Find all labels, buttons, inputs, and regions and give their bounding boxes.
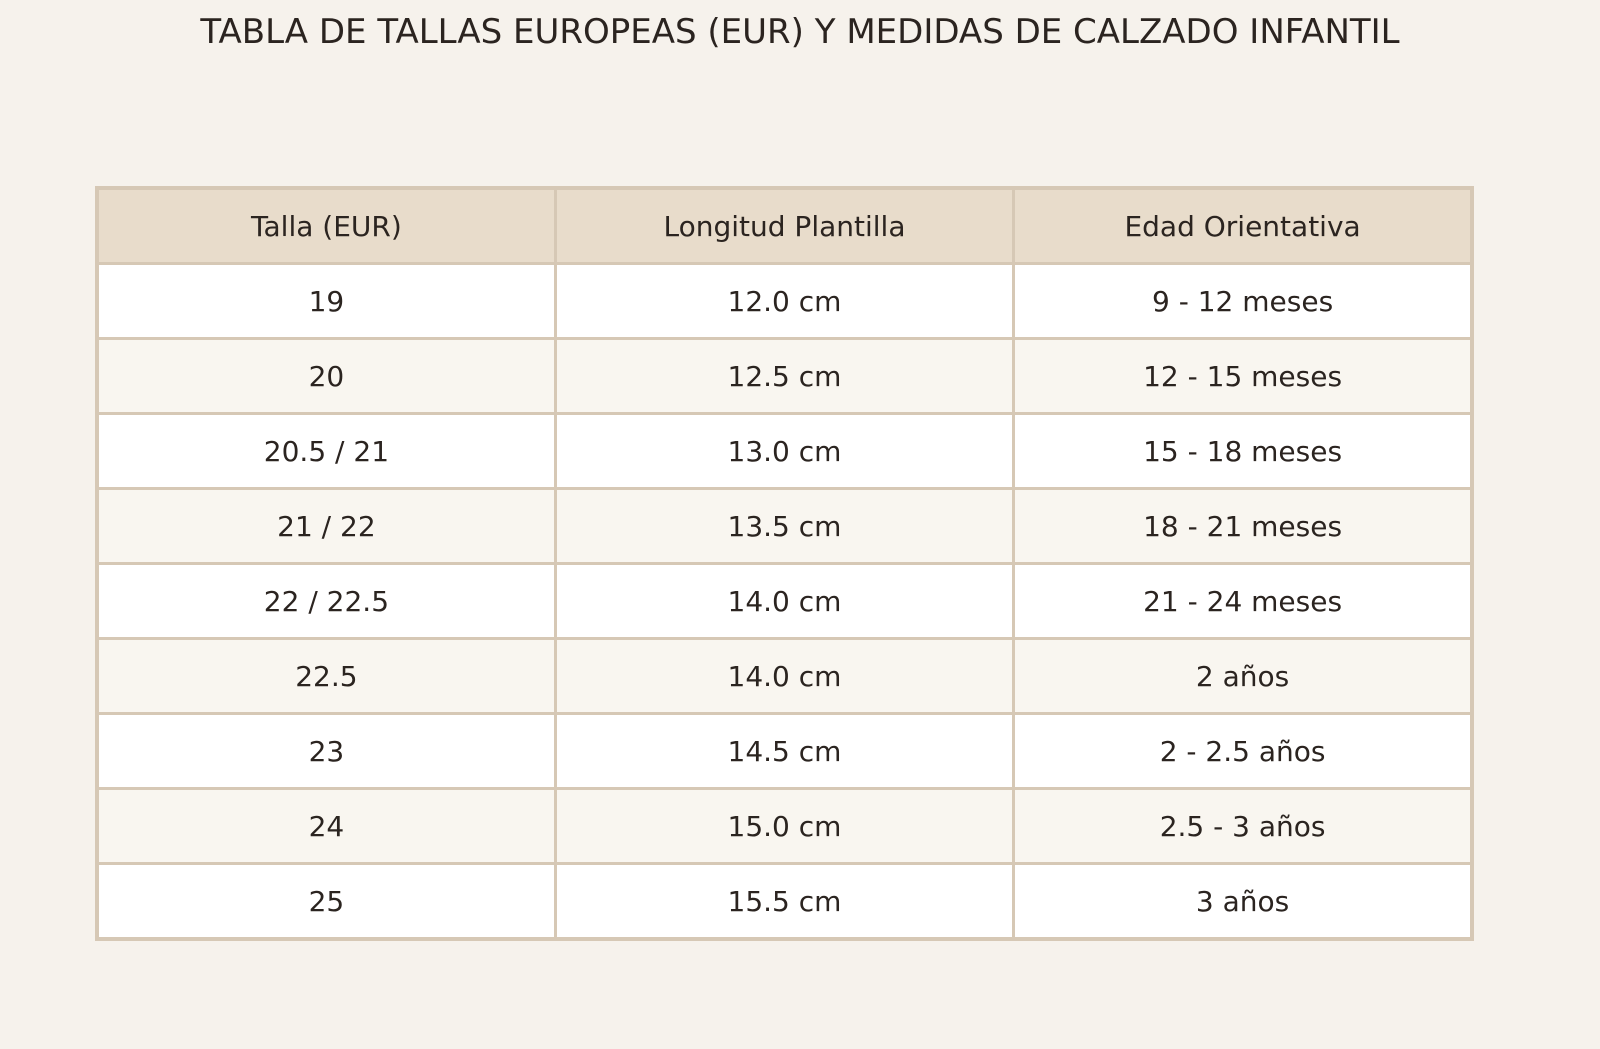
table-cell: 12 - 15 meses: [1012, 337, 1474, 415]
table-row: 19 12.0 cm 9 - 12 meses: [95, 262, 1474, 340]
table-body: 19 12.0 cm 9 - 12 meses 20 12.5 cm 12 - 15 me…: [95, 262, 1474, 941]
table-row: 22 / 22.5 14.0 cm 21 - 24 meses: [95, 562, 1474, 640]
table-cell: 12.5 cm: [553, 337, 1016, 415]
table-cell: 3 años: [1012, 862, 1474, 941]
header-cell: Talla (EUR): [95, 186, 557, 265]
table-cell: 19: [95, 262, 557, 340]
table-cell: 14.0 cm: [553, 637, 1016, 715]
header-cell: Longitud Plantilla: [553, 186, 1016, 265]
table-row: 21 / 22 13.5 cm 18 - 21 meses: [95, 487, 1474, 565]
table-cell: 23: [95, 712, 557, 790]
table-row: 24 15.0 cm 2.5 - 3 años: [95, 787, 1474, 865]
table-cell: 12.0 cm: [553, 262, 1016, 340]
table-cell: 9 - 12 meses: [1012, 262, 1474, 340]
size-table: Talla (EUR) Longitud Plantilla Edad Orient…: [95, 186, 1474, 941]
table-cell: 13.0 cm: [553, 412, 1016, 490]
header-row: Talla (EUR) Longitud Plantilla Edad Orient…: [95, 186, 1474, 265]
table-header: Talla (EUR) Longitud Plantilla Edad Orient…: [95, 186, 1474, 265]
table-cell: 22.5: [95, 637, 557, 715]
table-cell: 2 - 2.5 años: [1012, 712, 1474, 790]
table-cell: 13.5 cm: [553, 487, 1016, 565]
table-row: 23 14.5 cm 2 - 2.5 años: [95, 712, 1474, 790]
table-cell: 2 años: [1012, 637, 1474, 715]
table-row: 25 15.5 cm 3 años: [95, 862, 1474, 941]
table-row: 20 12.5 cm 12 - 15 meses: [95, 337, 1474, 415]
table-cell: 14.5 cm: [553, 712, 1016, 790]
table-cell: 21 / 22: [95, 487, 557, 565]
table-cell: 20.5 / 21: [95, 412, 557, 490]
table-cell: 24: [95, 787, 557, 865]
table-cell: 15 - 18 meses: [1012, 412, 1474, 490]
table-cell: 21 - 24 meses: [1012, 562, 1474, 640]
table-cell: 20: [95, 337, 557, 415]
table-cell: 2.5 - 3 años: [1012, 787, 1474, 865]
table-cell: 15.5 cm: [553, 862, 1016, 941]
table-row: 22.5 14.0 cm 2 años: [95, 637, 1474, 715]
table-cell: 22 / 22.5: [95, 562, 557, 640]
table-cell: 14.0 cm: [553, 562, 1016, 640]
table-row: 20.5 / 21 13.0 cm 15 - 18 meses: [95, 412, 1474, 490]
page-title: TABLA DE TALLAS EUROPEAS (EUR) Y MEDIDAS…: [200, 12, 1400, 52]
table-cell: 15.0 cm: [553, 787, 1016, 865]
table-cell: 18 - 21 meses: [1012, 487, 1474, 565]
header-cell: Edad Orientativa: [1012, 186, 1474, 265]
table-cell: 25: [95, 862, 557, 941]
